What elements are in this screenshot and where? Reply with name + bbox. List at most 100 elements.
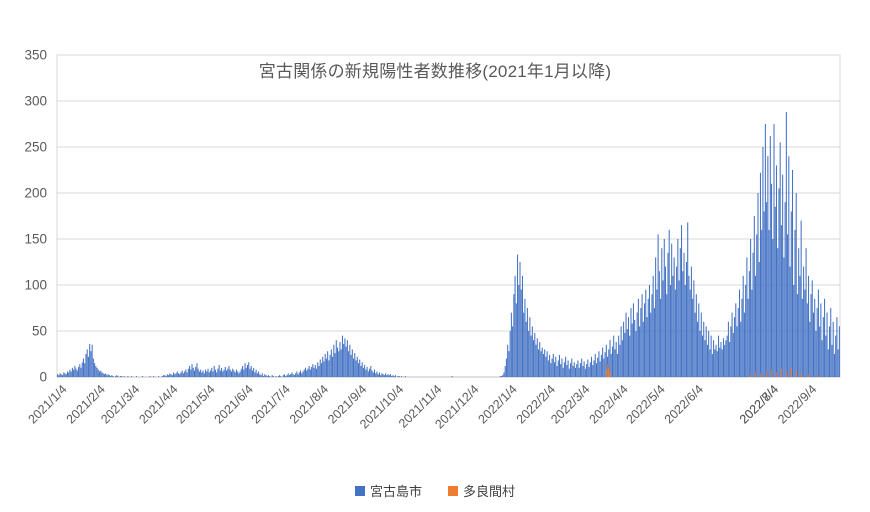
- bar-miyakojima: [186, 372, 188, 377]
- bar-miyakojima: [634, 319, 636, 377]
- bar-miyakojima: [78, 366, 80, 377]
- bar-miyakojima: [364, 365, 366, 377]
- bar-miyakojima: [346, 340, 348, 377]
- bar-miyakojima: [627, 317, 630, 377]
- bar-miyakojima: [223, 369, 225, 377]
- bar-miyakojima: [243, 369, 245, 377]
- bar-miyakojima: [830, 308, 832, 377]
- x-axis-tick-label: 2021/3/4: [98, 382, 142, 426]
- bar-miyakojima: [595, 363, 597, 377]
- bar-miyakojima: [811, 280, 813, 377]
- bar-miyakojima: [668, 229, 670, 377]
- bar-miyakojima: [732, 332, 734, 377]
- bar-miyakojima: [787, 234, 789, 377]
- bar-miyakojima: [777, 248, 779, 377]
- bar-tarama: [771, 369, 773, 377]
- bar-miyakojima: [610, 354, 612, 377]
- bar-miyakojima: [190, 369, 192, 377]
- bar-miyakojima: [676, 266, 678, 377]
- bar-miyakojima: [230, 371, 232, 377]
- bar-miyakojima: [546, 351, 548, 377]
- bar-miyakojima: [228, 365, 230, 377]
- x-axis-tick-label: 2021/4/4: [136, 382, 180, 426]
- bar-miyakojima: [755, 275, 757, 377]
- bar-miyakojima: [251, 370, 253, 377]
- bar-miyakojima: [751, 289, 753, 377]
- bar-miyakojima: [646, 317, 648, 377]
- bar-miyakojima: [211, 367, 213, 377]
- bar-miyakojima: [371, 370, 373, 377]
- bar-miyakojima: [254, 372, 256, 377]
- bar-miyakojima: [287, 373, 289, 377]
- bar-miyakojima: [279, 375, 281, 377]
- bar-miyakojima: [688, 275, 690, 377]
- bar-miyakojima: [354, 353, 356, 377]
- bar-miyakojima: [674, 289, 676, 377]
- bar-miyakojima: [714, 349, 716, 377]
- bar-miyakojima: [805, 248, 807, 377]
- bar-miyakojima: [650, 312, 652, 377]
- x-axis-tick-label: 2022/6/4: [662, 382, 706, 426]
- bar-miyakojima: [260, 375, 262, 377]
- bar-miyakojima: [589, 362, 591, 377]
- bar-miyakojima: [817, 289, 819, 377]
- bar-miyakojima: [594, 354, 596, 377]
- bar-miyakojima: [535, 344, 537, 377]
- bar-miyakojima: [503, 372, 505, 377]
- bar-miyakojima: [385, 373, 387, 377]
- bar-miyakojima: [327, 351, 329, 377]
- bar-miyakojima: [539, 342, 541, 377]
- bar-miyakojima: [666, 294, 668, 377]
- bar-miyakojima: [645, 289, 647, 377]
- bar-miyakojima: [255, 369, 257, 377]
- bar-miyakojima: [537, 349, 540, 377]
- bar-miyakojima: [579, 363, 581, 377]
- bar-miyakojima: [107, 374, 109, 377]
- bar-miyakojima: [505, 358, 507, 377]
- bar-miyakojima: [293, 375, 295, 377]
- bar-tarama: [800, 373, 802, 377]
- bar-miyakojima: [573, 362, 575, 377]
- bar-miyakojima: [259, 374, 261, 377]
- bar-miyakojima: [258, 371, 260, 377]
- bar-miyakojima: [767, 156, 769, 377]
- bar-miyakojima: [242, 365, 244, 377]
- bar-miyakojima: [102, 373, 104, 377]
- bar-miyakojima: [290, 374, 292, 377]
- bar-miyakojima: [285, 376, 287, 377]
- bar-miyakojima: [812, 312, 814, 377]
- bar-miyakojima: [761, 229, 763, 377]
- bar-miyakojima: [667, 252, 669, 377]
- bar-miyakojima: [613, 335, 615, 377]
- bar-miyakojima: [672, 275, 674, 377]
- bar-miyakojima: [621, 340, 623, 377]
- bar-miyakojima: [86, 349, 88, 377]
- x-axis-tick-label: 2022/3/4: [548, 382, 592, 426]
- bar-miyakojima: [179, 374, 181, 377]
- bar-miyakojima: [513, 294, 515, 377]
- bar-miyakojima: [62, 375, 64, 377]
- bar-miyakojima: [525, 321, 527, 377]
- chart-legend: 宮古島市 多良間村: [0, 481, 870, 500]
- bar-miyakojima: [581, 358, 583, 377]
- bar-miyakojima: [275, 376, 277, 377]
- bar-miyakojima: [757, 193, 759, 377]
- bar-miyakojima: [249, 368, 251, 377]
- bar-miyakojima: [70, 371, 72, 377]
- bar-tarama: [608, 367, 610, 377]
- bar-miyakojima: [766, 202, 768, 377]
- bar-miyakojima: [499, 376, 501, 377]
- bar-miyakojima: [250, 365, 252, 377]
- bar-miyakojima: [149, 376, 151, 377]
- legend-label-tarama: 多良間村: [463, 484, 516, 499]
- bar-miyakojima: [599, 361, 601, 377]
- bar-miyakojima: [705, 326, 707, 377]
- bar-miyakojima: [726, 335, 728, 377]
- bar-miyakojima: [729, 342, 731, 377]
- bar-miyakojima: [771, 183, 773, 377]
- bar-miyakojima: [355, 360, 357, 377]
- bar-miyakojima: [632, 303, 634, 377]
- bar-miyakojima: [769, 135, 771, 377]
- bar-miyakojima: [386, 375, 388, 377]
- bar-miyakojima: [673, 257, 675, 377]
